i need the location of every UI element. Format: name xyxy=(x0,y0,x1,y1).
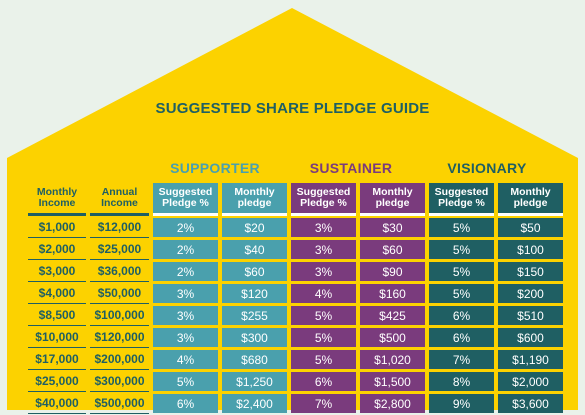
cell-annual-income: $100,000 xyxy=(90,305,149,326)
header-sustainer-pct: Suggested Pledge % xyxy=(291,183,356,216)
cell-sustainer-pct: 5% xyxy=(291,350,356,369)
cell-visionary-pct: 8% xyxy=(429,372,494,391)
cell-sustainer-pct: 6% xyxy=(291,372,356,391)
cell-visionary-monthly: $3,600 xyxy=(498,394,563,413)
group-label-visionary: VISIONARY xyxy=(447,160,527,176)
cell-sustainer-pct: 4% xyxy=(291,284,356,303)
cell-visionary-pct: 5% xyxy=(429,284,494,303)
header-supporter-monthly: Monthly pledge xyxy=(222,183,287,216)
cell-sustainer-monthly: $30 xyxy=(360,218,425,237)
cell-sustainer-monthly: $1,020 xyxy=(360,350,425,369)
cell-sustainer-monthly: $500 xyxy=(360,328,425,347)
header-monthly-income: Monthly Income xyxy=(28,183,86,216)
cell-visionary-pct: 5% xyxy=(429,218,494,237)
cell-monthly-income: $3,000 xyxy=(28,261,86,282)
cell-supporter-monthly: $255 xyxy=(222,306,287,325)
header-annual-income: Annual Income xyxy=(90,183,149,216)
cell-supporter-pct: 2% xyxy=(153,262,218,281)
cell-supporter-pct: 6% xyxy=(153,394,218,413)
cell-annual-income: $12,000 xyxy=(90,217,149,238)
cell-supporter-pct: 5% xyxy=(153,372,218,391)
cell-monthly-income: $40,000 xyxy=(28,393,86,414)
cell-annual-income: $25,000 xyxy=(90,239,149,260)
cell-sustainer-monthly: $160 xyxy=(360,284,425,303)
cell-supporter-monthly: $60 xyxy=(222,262,287,281)
cell-visionary-pct: 5% xyxy=(429,240,494,259)
pledge-table: Monthly Income Annual Income Suggested P… xyxy=(28,183,563,414)
cell-sustainer-pct: 5% xyxy=(291,328,356,347)
cell-supporter-pct: 4% xyxy=(153,350,218,369)
cell-supporter-pct: 2% xyxy=(153,240,218,259)
cell-visionary-pct: 7% xyxy=(429,350,494,369)
cell-supporter-monthly: $20 xyxy=(222,218,287,237)
group-label-sustainer: SUSTAINER xyxy=(309,160,393,176)
cell-visionary-monthly: $2,000 xyxy=(498,372,563,391)
cell-sustainer-monthly: $2,800 xyxy=(360,394,425,413)
cell-annual-income: $36,000 xyxy=(90,261,149,282)
group-label-supporter: SUPPORTER xyxy=(170,160,260,176)
cell-sustainer-pct: 3% xyxy=(291,218,356,237)
cell-visionary-monthly: $100 xyxy=(498,240,563,259)
cell-visionary-monthly: $510 xyxy=(498,306,563,325)
cell-monthly-income: $1,000 xyxy=(28,217,86,238)
cell-visionary-monthly: $150 xyxy=(498,262,563,281)
cell-annual-income: $500,000 xyxy=(90,393,149,414)
cell-annual-income: $50,000 xyxy=(90,283,149,304)
cell-monthly-income: $17,000 xyxy=(28,349,86,370)
header-sustainer-monthly: Monthly pledge xyxy=(360,183,425,216)
cell-annual-income: $300,000 xyxy=(90,371,149,392)
cell-sustainer-monthly: $1,500 xyxy=(360,372,425,391)
cell-monthly-income: $25,000 xyxy=(28,371,86,392)
cell-annual-income: $200,000 xyxy=(90,349,149,370)
cell-sustainer-monthly: $425 xyxy=(360,306,425,325)
cell-supporter-monthly: $300 xyxy=(222,328,287,347)
cell-visionary-pct: 6% xyxy=(429,328,494,347)
header-visionary-pct: Suggested Pledge % xyxy=(429,183,494,216)
cell-supporter-pct: 3% xyxy=(153,328,218,347)
cell-sustainer-monthly: $60 xyxy=(360,240,425,259)
cell-monthly-income: $4,000 xyxy=(28,283,86,304)
cell-monthly-income: $2,000 xyxy=(28,239,86,260)
page-title: SUGGESTED SHARE PLEDGE GUIDE xyxy=(155,100,430,117)
cell-supporter-monthly: $2,400 xyxy=(222,394,287,413)
cell-monthly-income: $8,500 xyxy=(28,305,86,326)
cell-visionary-monthly: $200 xyxy=(498,284,563,303)
cell-visionary-pct: 9% xyxy=(429,394,494,413)
cell-visionary-pct: 6% xyxy=(429,306,494,325)
cell-supporter-monthly: $120 xyxy=(222,284,287,303)
cell-sustainer-monthly: $90 xyxy=(360,262,425,281)
cell-sustainer-pct: 3% xyxy=(291,240,356,259)
cell-supporter-monthly: $680 xyxy=(222,350,287,369)
cell-supporter-monthly: $40 xyxy=(222,240,287,259)
cell-visionary-monthly: $1,190 xyxy=(498,350,563,369)
cell-sustainer-pct: 7% xyxy=(291,394,356,413)
cell-annual-income: $120,000 xyxy=(90,327,149,348)
cell-monthly-income: $10,000 xyxy=(28,327,86,348)
header-supporter-pct: Suggested Pledge % xyxy=(153,183,218,216)
cell-supporter-pct: 3% xyxy=(153,306,218,325)
cell-sustainer-pct: 3% xyxy=(291,262,356,281)
header-visionary-monthly: Monthly pledge xyxy=(498,183,563,216)
cell-supporter-monthly: $1,250 xyxy=(222,372,287,391)
cell-supporter-pct: 3% xyxy=(153,284,218,303)
cell-visionary-monthly: $600 xyxy=(498,328,563,347)
cell-sustainer-pct: 5% xyxy=(291,306,356,325)
cell-supporter-pct: 2% xyxy=(153,218,218,237)
cell-visionary-monthly: $50 xyxy=(498,218,563,237)
cell-visionary-pct: 5% xyxy=(429,262,494,281)
